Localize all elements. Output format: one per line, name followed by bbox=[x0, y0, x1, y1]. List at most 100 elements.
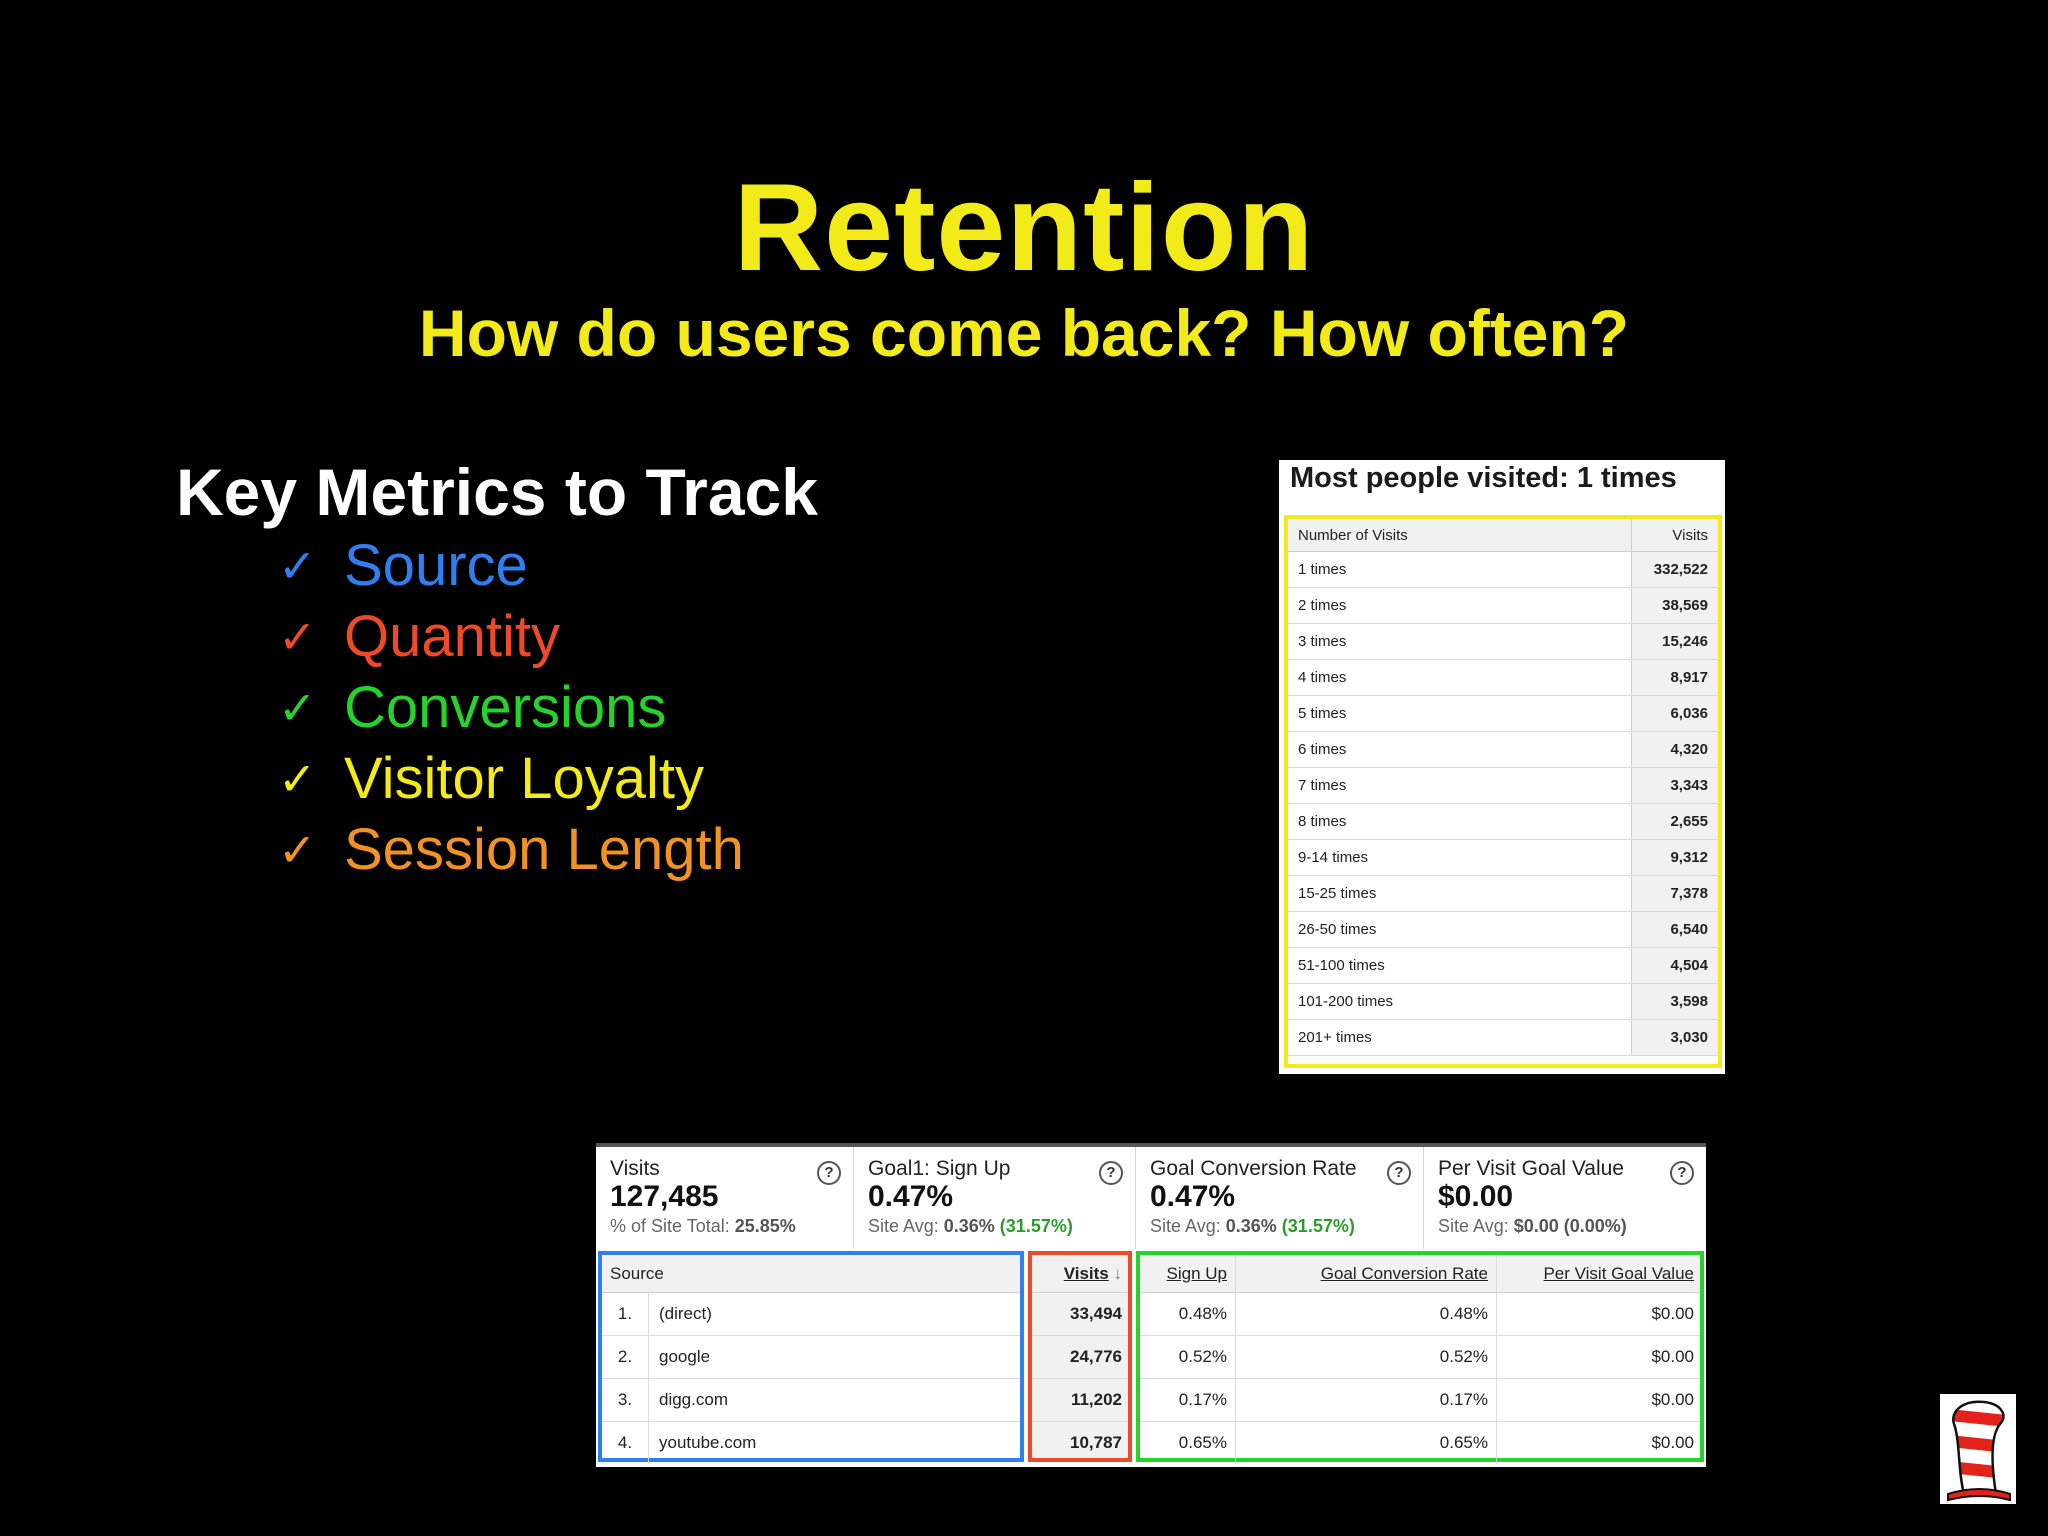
summary-value: 0.47% bbox=[1150, 1180, 1236, 1213]
row-visits: 2,655 bbox=[1631, 803, 1718, 840]
summary-value: $0.00 bbox=[1438, 1180, 1514, 1213]
row-label: 6 times bbox=[1288, 731, 1632, 768]
summary-value: 0.47% bbox=[868, 1180, 954, 1213]
table-row: 4. youtube.com bbox=[602, 1421, 1020, 1464]
table-row: 8 times 2,655 bbox=[1288, 803, 1718, 840]
metric-item: ✓ Quantity bbox=[278, 601, 744, 672]
row-label: 5 times bbox=[1288, 695, 1632, 732]
striped-hat-icon bbox=[1947, 1400, 2011, 1502]
table-row: 0.17% 0.17% $0.00 bbox=[1140, 1378, 1700, 1422]
row-visits: 3,343 bbox=[1631, 767, 1718, 804]
column-header-visits[interactable]: Visits ↓ bbox=[1032, 1255, 1128, 1293]
source-highlight-box: Source 1. (direct) 2. google 3. digg.com 4.… bbox=[598, 1251, 1024, 1464]
goals-highlight-box: Sign Up Goal Conversion Rate Per Visit G… bbox=[1136, 1251, 1704, 1464]
row-visits: 3,598 bbox=[1631, 983, 1718, 1020]
row-label: 51-100 times bbox=[1288, 947, 1632, 984]
table-row: 1. (direct) bbox=[602, 1292, 1020, 1336]
table-row: 33,494 bbox=[1032, 1292, 1128, 1336]
row-visits: 4,320 bbox=[1631, 731, 1718, 768]
column-header-visits: Visits bbox=[1631, 519, 1718, 552]
row-goal-value: $0.00 bbox=[1496, 1292, 1700, 1336]
row-sign-up: 0.48% bbox=[1140, 1292, 1236, 1336]
table-row: 24,776 bbox=[1032, 1335, 1128, 1379]
metric-item: ✓ Source bbox=[278, 530, 744, 601]
metric-label: Conversions bbox=[344, 675, 667, 740]
summary-per-visit-goal-value: Per Visit Goal Value $0.00 Site Avg: $0.… bbox=[1424, 1147, 1706, 1249]
summary-sub: Site Avg: $0.00 (0.00%) bbox=[1438, 1216, 1627, 1236]
table-row: 201+ times 3,030 bbox=[1288, 1019, 1718, 1056]
row-visits: 3,030 bbox=[1631, 1019, 1718, 1056]
row-visits: 33,494 bbox=[1032, 1292, 1128, 1336]
table-row: 51-100 times 4,504 bbox=[1288, 947, 1718, 984]
slide-title: Retention bbox=[733, 159, 1315, 297]
row-rank: 3. bbox=[602, 1378, 649, 1422]
row-visits: 4,504 bbox=[1631, 947, 1718, 984]
visit-frequency-panel: Most people visited: 1 times Number of V… bbox=[1279, 460, 1725, 1074]
column-header-goal-conversion-rate[interactable]: Goal Conversion Rate bbox=[1235, 1255, 1497, 1293]
row-source[interactable]: youtube.com bbox=[659, 1433, 757, 1452]
column-header-source: Source bbox=[602, 1255, 1020, 1293]
metric-label: Session Length bbox=[344, 817, 744, 882]
table-row: 2. google bbox=[602, 1335, 1020, 1379]
summary-sub: Site Avg: 0.36% (31.57%) bbox=[868, 1216, 1073, 1236]
row-conversion-rate: 0.52% bbox=[1235, 1335, 1497, 1379]
row-label: 3 times bbox=[1288, 623, 1632, 660]
table-header-row: Sign Up Goal Conversion Rate Per Visit G… bbox=[1140, 1255, 1700, 1293]
table-row: 6 times 4,320 bbox=[1288, 731, 1718, 768]
help-icon[interactable]: ? bbox=[1670, 1161, 1694, 1185]
row-label: 26-50 times bbox=[1288, 911, 1632, 948]
row-visits: 7,378 bbox=[1631, 875, 1718, 912]
visits-table: Visits ↓ 33,494 24,776 11,202 10,787 bbox=[1032, 1255, 1128, 1464]
table-row: 3 times 15,246 bbox=[1288, 623, 1718, 660]
row-label: 101-200 times bbox=[1288, 983, 1632, 1020]
table-row: 1 times 332,522 bbox=[1288, 551, 1718, 588]
row-source[interactable]: digg.com bbox=[648, 1378, 1020, 1422]
column-header-sign-up[interactable]: Sign Up bbox=[1140, 1255, 1236, 1293]
source-report-panel: Visits 127,485 % of Site Total: 25.85% ?… bbox=[596, 1143, 1706, 1467]
table-row: 11,202 bbox=[1032, 1378, 1128, 1422]
row-visits: 11,202 bbox=[1032, 1378, 1128, 1422]
help-icon[interactable]: ? bbox=[1387, 1161, 1411, 1185]
row-source[interactable]: google bbox=[648, 1335, 1020, 1379]
summary-value: 127,485 bbox=[610, 1180, 719, 1213]
row-goal-value: $0.00 bbox=[1496, 1378, 1700, 1422]
summary-bar: Visits 127,485 % of Site Total: 25.85% ?… bbox=[596, 1147, 1706, 1249]
metric-label: Visitor Loyalty bbox=[344, 746, 704, 811]
slide-subtitle: How do users come back? How often? bbox=[418, 296, 1630, 370]
summary-label: Visits bbox=[610, 1157, 660, 1180]
table-row: 101-200 times 3,598 bbox=[1288, 983, 1718, 1020]
help-icon[interactable]: ? bbox=[1099, 1161, 1123, 1185]
table-row: 26-50 times 6,540 bbox=[1288, 911, 1718, 948]
column-header-number-of-visits: Number of Visits bbox=[1288, 519, 1632, 552]
table-row: 5 times 6,036 bbox=[1288, 695, 1718, 732]
summary-goal-conversion-rate: Goal Conversion Rate 0.47% Site Avg: 0.3… bbox=[1136, 1147, 1424, 1249]
column-header-per-visit-goal-value[interactable]: Per Visit Goal Value bbox=[1496, 1255, 1700, 1293]
row-source[interactable]: (direct) bbox=[648, 1292, 1020, 1336]
metric-item: ✓ Visitor Loyalty bbox=[278, 743, 744, 814]
row-label: 4 times bbox=[1288, 659, 1632, 696]
row-visits: 6,036 bbox=[1631, 695, 1718, 732]
row-label: 15-25 times bbox=[1288, 875, 1632, 912]
summary-sub: Site Avg: 0.36% (31.57%) bbox=[1150, 1216, 1355, 1236]
table-row: 7 times 3,343 bbox=[1288, 767, 1718, 804]
row-visits: 24,776 bbox=[1032, 1335, 1128, 1379]
table-header-row: Source bbox=[602, 1255, 1020, 1293]
help-icon[interactable]: ? bbox=[817, 1161, 841, 1185]
row-conversion-rate: 0.48% bbox=[1235, 1292, 1497, 1336]
metric-item: ✓ Conversions bbox=[278, 672, 744, 743]
metrics-list: ✓ Source ✓ Quantity ✓ Conversions ✓ Visi… bbox=[278, 530, 744, 885]
metric-label: Quantity bbox=[344, 604, 560, 669]
metrics-heading: Key Metrics to Track bbox=[176, 455, 818, 529]
sort-arrow-icon: ↓ bbox=[1113, 1263, 1123, 1283]
visits-highlight-box: Visits ↓ 33,494 24,776 11,202 10,787 bbox=[1028, 1251, 1132, 1462]
row-visits: 15,246 bbox=[1631, 623, 1718, 660]
check-icon: ✓ bbox=[278, 680, 317, 735]
table-row: 4 times 8,917 bbox=[1288, 659, 1718, 696]
row-sign-up: 0.52% bbox=[1140, 1335, 1236, 1379]
row-label: 8 times bbox=[1288, 803, 1632, 840]
frequency-heading: Most people visited: 1 times bbox=[1290, 462, 1677, 494]
row-label: 9-14 times bbox=[1288, 839, 1632, 876]
summary-label: Per Visit Goal Value bbox=[1438, 1157, 1624, 1180]
goals-table: Sign Up Goal Conversion Rate Per Visit G… bbox=[1140, 1255, 1700, 1464]
table-header-row: Number of Visits Visits bbox=[1288, 519, 1718, 552]
